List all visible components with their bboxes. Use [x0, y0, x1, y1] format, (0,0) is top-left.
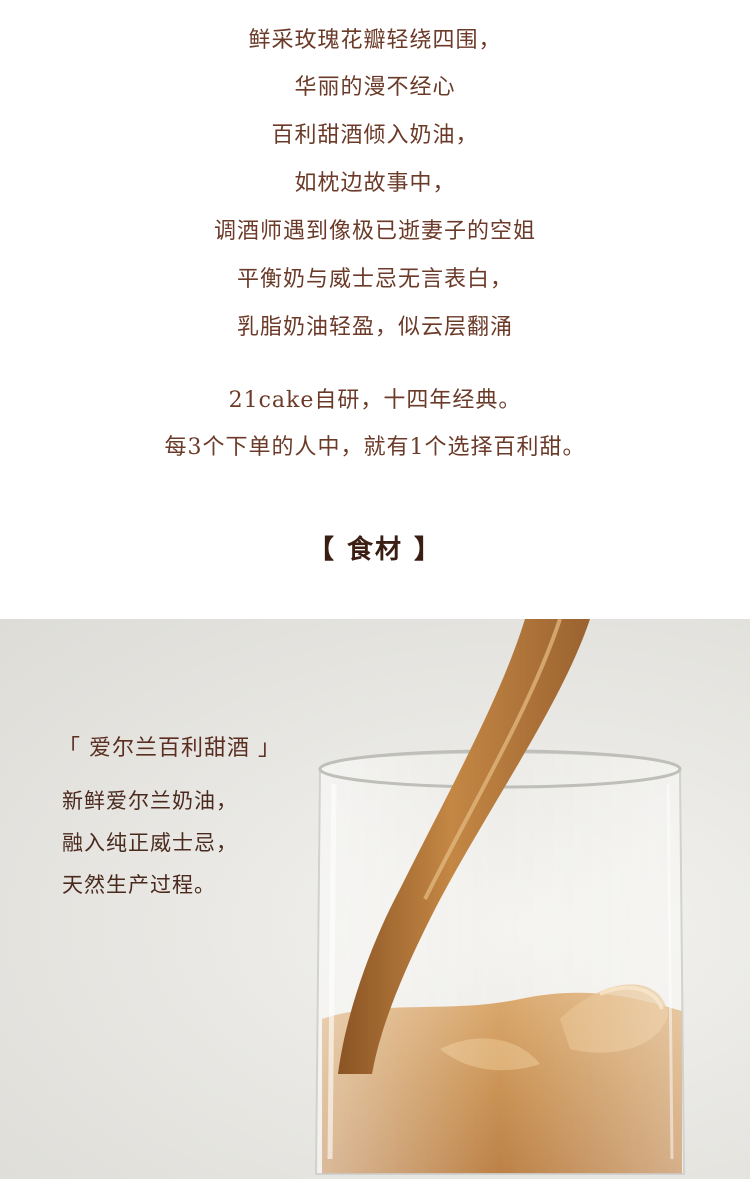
- ingredient-desc-line: 天然生产过程。: [62, 873, 216, 897]
- poem-line: 平衡奶与威士忌无言表白，: [236, 267, 513, 292]
- poem-line: 百利甜酒倾入奶油，: [271, 123, 479, 148]
- ingredient-title: 「 爱尔兰百利甜酒 」: [58, 736, 281, 761]
- poem-line: 乳脂奶油轻盈，似云层翻涌: [236, 315, 513, 340]
- poem-line: 调酒师遇到像极已逝妻子的空姐: [213, 219, 536, 244]
- poem-line: 如枕边故事中，: [294, 171, 456, 196]
- glass-illustration: [314, 619, 686, 1175]
- brand-line: 21cake自研，十四年经典。: [228, 388, 522, 413]
- liqueur-pour-photo: [0, 619, 750, 1179]
- section-heading: 【 食材 】: [307, 535, 443, 565]
- ingredient-desc-line: 融入纯正威士忌，: [62, 831, 238, 855]
- brand-line: 每3个下单的人中，就有1个选择百利甜。: [164, 435, 586, 460]
- poem-line: 华丽的漫不经心: [294, 75, 456, 100]
- ingredient-desc-line: 新鲜爱尔兰奶油，: [62, 789, 238, 813]
- poem-line: 鲜采玫瑰花瓣轻绕四围，: [248, 28, 502, 53]
